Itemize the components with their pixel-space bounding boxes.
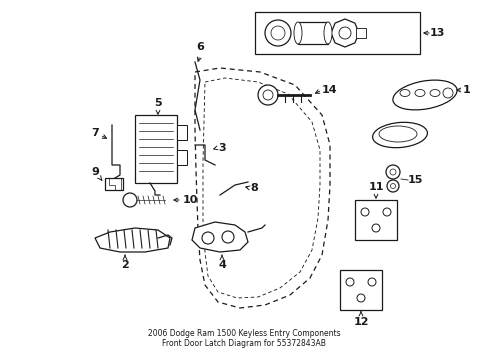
Text: 7: 7 [91,128,99,138]
Ellipse shape [372,122,427,148]
Circle shape [258,85,278,105]
Text: 14: 14 [321,85,337,95]
Circle shape [346,278,353,286]
Text: 13: 13 [429,28,445,38]
Circle shape [371,224,379,232]
Bar [105,178,123,190]
Text: 9: 9 [91,167,99,177]
Bar [177,150,186,165]
Text: 6: 6 [196,42,203,52]
Bar [135,115,177,183]
Polygon shape [330,19,358,47]
Ellipse shape [429,90,439,96]
Ellipse shape [293,22,302,44]
Text: 15: 15 [407,175,423,185]
Bar [355,28,365,38]
Circle shape [367,278,375,286]
Text: 11: 11 [367,182,383,192]
Ellipse shape [392,80,456,110]
Text: 2: 2 [121,260,129,270]
Circle shape [263,90,272,100]
Bar [177,125,186,140]
Circle shape [202,232,214,244]
Text: 12: 12 [352,317,368,327]
Text: 2006 Dodge Ram 1500 Keyless Entry Components
Front Door Latch Diagram for 553728: 2006 Dodge Ram 1500 Keyless Entry Compon… [147,329,340,348]
Text: 5: 5 [154,98,162,108]
Text: 3: 3 [218,143,225,153]
Circle shape [386,180,398,192]
Text: 1: 1 [462,85,470,95]
Polygon shape [95,228,170,252]
Circle shape [338,27,350,39]
Bar [297,22,327,44]
Bar [254,12,419,54]
Text: 10: 10 [183,195,198,205]
Circle shape [270,26,285,40]
Text: 4: 4 [218,260,225,270]
Ellipse shape [399,90,409,96]
Circle shape [123,193,137,207]
Circle shape [222,231,234,243]
Bar [354,200,396,240]
Circle shape [442,88,452,98]
Circle shape [264,20,290,46]
Circle shape [390,184,395,189]
Text: 8: 8 [249,183,257,193]
Circle shape [382,208,390,216]
Ellipse shape [324,22,331,44]
Ellipse shape [378,126,416,142]
Circle shape [389,169,395,175]
Circle shape [360,208,368,216]
Ellipse shape [414,90,424,96]
Circle shape [385,165,399,179]
Circle shape [356,294,364,302]
Bar [339,270,381,310]
Polygon shape [192,222,247,252]
